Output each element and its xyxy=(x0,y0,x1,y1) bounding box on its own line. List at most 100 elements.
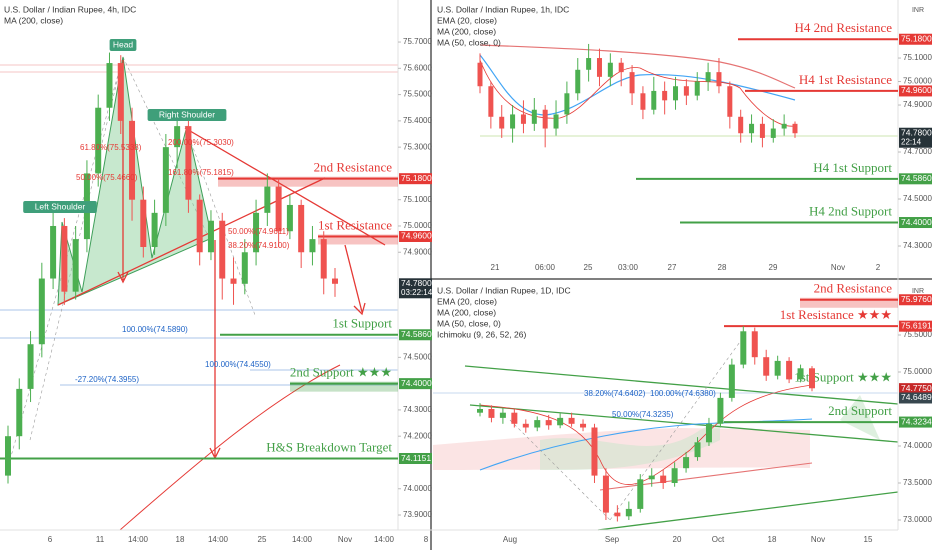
candle-body xyxy=(607,62,613,77)
price-tag xyxy=(399,230,432,242)
x-tick-label: 8 xyxy=(424,535,429,544)
x-tick-label: Nov xyxy=(338,535,352,544)
candle-body xyxy=(117,63,124,121)
candle-body xyxy=(770,128,776,138)
x-tick-label: 03:00 xyxy=(618,263,639,272)
candle-body xyxy=(477,408,483,413)
price-tag xyxy=(399,278,432,299)
level-label: H4 1st Resistance xyxy=(799,72,892,87)
x-tick-label: 14:00 xyxy=(128,535,149,544)
y-tick-label: 74.5000 xyxy=(903,194,932,203)
candle-body xyxy=(38,278,45,345)
price-tag-label: 74.1151 xyxy=(401,453,431,463)
price-tag xyxy=(399,329,432,341)
candle-body xyxy=(586,58,592,70)
y-tick-label: 74.2000 xyxy=(403,431,432,440)
candle-body xyxy=(510,114,516,129)
candle-body xyxy=(106,63,113,108)
candle-body xyxy=(568,417,575,424)
x-tick-label: 20 xyxy=(673,535,682,544)
candle-body xyxy=(602,475,609,513)
price-tag-label: 74.6489 xyxy=(901,392,932,402)
y-tick-label: 75.4000 xyxy=(403,116,432,125)
level-label: 2nd Resistance xyxy=(814,281,893,296)
x-tick-label: Nov xyxy=(811,535,825,544)
candle-body xyxy=(716,72,722,87)
candle-body xyxy=(717,397,724,424)
price-tag-label: 74.7750 xyxy=(901,383,932,393)
fib-label: 50.00%(74.9611) xyxy=(228,227,289,236)
price-tag-label: 75.9760 xyxy=(901,294,932,304)
candle-body xyxy=(309,239,316,253)
price-tag xyxy=(899,320,932,332)
h1-indicators xyxy=(479,44,898,137)
fib-label: 100.00%(74.4550) xyxy=(205,360,271,369)
y-tick-label: 75.1000 xyxy=(903,53,932,62)
candle-body xyxy=(230,278,237,284)
candle-body xyxy=(253,212,260,253)
candle-body xyxy=(596,58,602,77)
candle-body xyxy=(520,114,526,124)
price-tag xyxy=(899,294,932,306)
x-tick-label: 11 xyxy=(96,535,105,544)
price-tag-label: 74.4000 xyxy=(901,217,932,227)
level-label: 1st Resistance ★★★ xyxy=(780,307,892,322)
daily-indicators xyxy=(433,334,899,531)
indicator-label: Ichimoku (9, 26, 52, 26) xyxy=(437,329,526,339)
candle-body xyxy=(286,204,293,232)
candle-body xyxy=(534,420,541,428)
candle-body xyxy=(219,220,226,279)
candle-body xyxy=(591,427,598,476)
candle-body xyxy=(781,123,787,129)
price-tag-label: 74.5860 xyxy=(901,173,932,183)
y-tick-label: 74.5000 xyxy=(403,352,432,361)
candle-body xyxy=(5,436,11,476)
candle-body xyxy=(545,420,552,426)
candle-body xyxy=(637,479,644,509)
level-label: H4 2nd Resistance xyxy=(795,20,893,35)
y-tick-label: 74.9000 xyxy=(403,247,432,256)
y-tick-label: 74.0000 xyxy=(903,441,932,450)
y-tick-label: 75.5000 xyxy=(903,330,932,339)
candle-body xyxy=(16,388,23,437)
level-label: 2nd Support xyxy=(828,403,892,418)
level-label: H&S Breakdown Target xyxy=(266,439,392,454)
fib-label: 61.80%(75.5338) xyxy=(80,143,142,152)
candle-body xyxy=(640,93,646,110)
price-tag xyxy=(399,173,432,185)
y-tick-label: 75.6000 xyxy=(403,63,432,72)
x-tick-label: 18 xyxy=(176,535,185,544)
fib-label: 161.80%(75.1815) xyxy=(168,168,234,177)
y-tick-label: 73.0000 xyxy=(903,515,932,524)
candle-body xyxy=(759,123,765,138)
indicator-label: MA (50, close, 0) xyxy=(437,37,501,47)
indicator-label: MA (50, close, 0) xyxy=(437,318,501,328)
x-tick-label: 14:00 xyxy=(208,535,229,544)
candle-body xyxy=(660,475,667,484)
y-tick-label: 75.0000 xyxy=(403,221,432,230)
x-tick-label: 21 xyxy=(491,263,500,272)
candle-body xyxy=(557,417,564,426)
x-tick-label: Oct xyxy=(712,535,725,544)
candle-body xyxy=(531,109,537,124)
candle-body xyxy=(241,252,248,284)
price-tag xyxy=(899,217,932,229)
candle-body xyxy=(174,126,181,148)
fib-label: 38.20%(74.6402) xyxy=(584,389,646,398)
y-tick-label: 75.0000 xyxy=(903,77,932,86)
candle-body xyxy=(792,123,798,134)
candle-body xyxy=(129,120,136,200)
candle-body xyxy=(662,90,668,101)
y-tick-label: 74.3000 xyxy=(403,405,432,414)
candle-body xyxy=(575,69,581,94)
fib-label: 38.20%(74.9100) xyxy=(228,241,290,250)
x-tick-label: Aug xyxy=(503,535,517,544)
candle-body xyxy=(522,423,529,428)
level-label: 1st Support xyxy=(332,316,392,331)
candle-body xyxy=(705,423,712,443)
price-tag xyxy=(899,33,932,45)
candle-body xyxy=(542,109,548,129)
candle-body xyxy=(648,475,655,480)
x-tick-label: 25 xyxy=(258,535,267,544)
